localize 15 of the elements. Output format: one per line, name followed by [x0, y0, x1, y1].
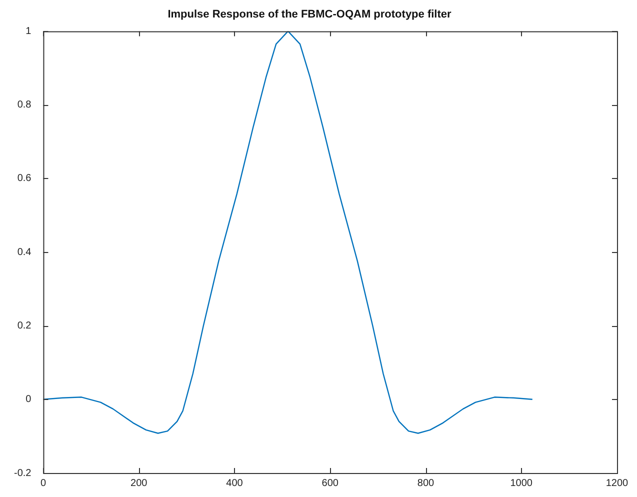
y-tick-label: -0.2	[14, 468, 32, 479]
y-tick-label: 0.8	[17, 100, 32, 111]
x-tick-label: 1000	[510, 478, 533, 489]
x-tick-label: 800	[417, 478, 435, 489]
x-tick-label: 0	[40, 478, 46, 489]
chart-title: Impulse Response of the FBMC-OQAM prototype filter	[168, 8, 452, 21]
x-tick-label: 600	[322, 478, 339, 489]
y-tick-label: 1	[26, 26, 32, 37]
x-tick-label: 400	[226, 478, 244, 489]
x-tick-label: 1200	[606, 478, 629, 489]
y-tick-label: 0.4	[17, 246, 32, 258]
y-tick-label: 0.2	[17, 320, 32, 332]
y-tick-label: 0	[26, 394, 32, 406]
y-tick-label: 0.6	[17, 173, 32, 184]
x-tick-label: 200	[130, 478, 148, 489]
